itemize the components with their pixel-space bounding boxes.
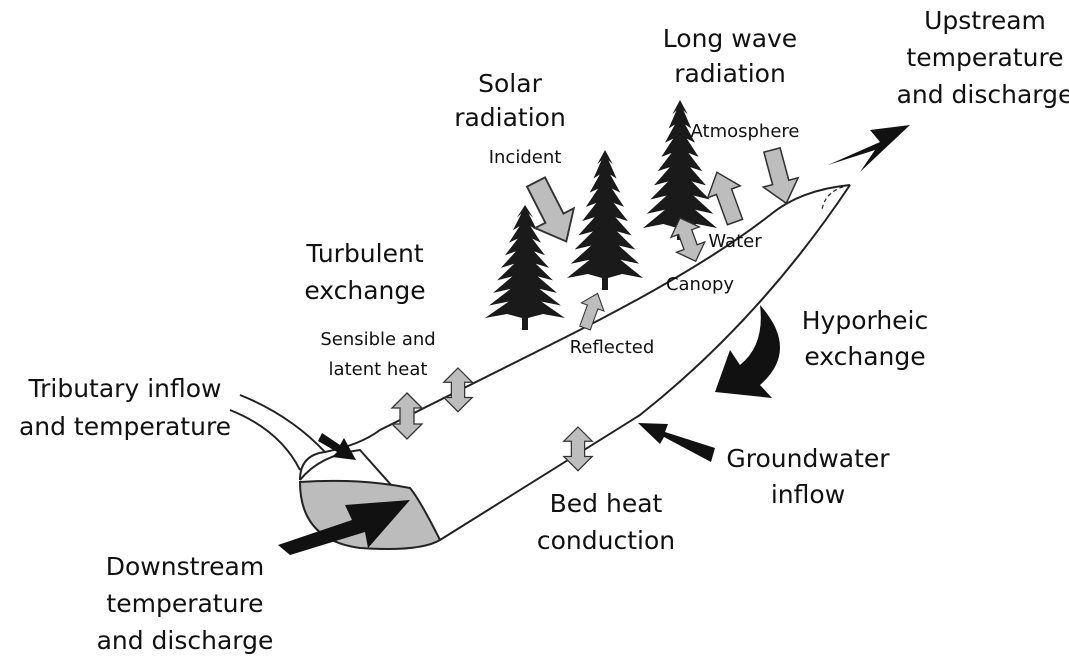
label: Tributary inflow: [28, 374, 222, 403]
label: Turbulent: [305, 239, 423, 268]
label: Downstream: [106, 552, 264, 581]
label: temperature: [106, 589, 263, 618]
label: radiation: [674, 59, 786, 88]
label: Upstream: [924, 6, 1046, 35]
label: inflow: [771, 480, 845, 509]
label: Incident: [489, 147, 562, 168]
label: conduction: [537, 526, 675, 555]
label: radiation: [454, 103, 566, 132]
label: exchange: [304, 276, 425, 305]
label: Atmosphere: [691, 121, 800, 142]
tree: [567, 150, 643, 290]
label: and discharge: [897, 80, 1069, 109]
labels: Long wave radiation Upstream temperature and…: [19, 6, 1069, 655]
label: and temperature: [19, 412, 231, 441]
label: Hyporheic: [802, 306, 929, 335]
label: Long wave: [663, 24, 797, 53]
label: Bed heat: [550, 489, 663, 518]
label: latent heat: [329, 359, 428, 380]
label: Sensible and: [320, 329, 435, 350]
label: temperature: [906, 43, 1063, 72]
label: Reflected: [570, 337, 655, 358]
label: and discharge: [97, 626, 274, 655]
label: exchange: [804, 342, 925, 371]
tree: [643, 100, 717, 240]
trees: [485, 100, 717, 330]
black-arrows: [278, 125, 910, 555]
label: Water: [708, 231, 762, 252]
tree: [485, 205, 565, 330]
label: Groundwater: [726, 444, 890, 473]
label: Canopy: [666, 274, 734, 295]
label: Solar: [478, 69, 542, 98]
